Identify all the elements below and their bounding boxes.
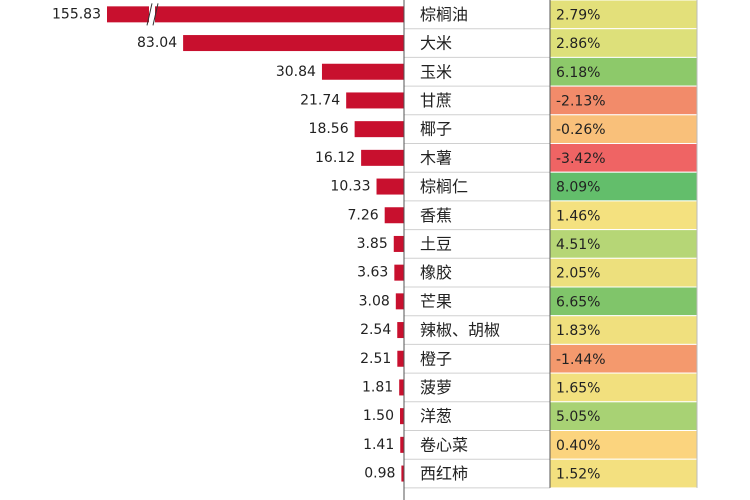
change-label: -2.13% bbox=[556, 93, 606, 109]
value-label: 18.56 bbox=[309, 121, 349, 137]
change-cell bbox=[549, 343, 698, 374]
change-label: 5.05% bbox=[556, 409, 600, 425]
value-label: 83.04 bbox=[137, 35, 177, 51]
change-label: 6.65% bbox=[556, 294, 600, 310]
value-label: 2.54 bbox=[360, 322, 391, 338]
bar bbox=[400, 408, 404, 425]
category-label: 大米 bbox=[420, 34, 452, 53]
axis-break bbox=[152, 3, 159, 26]
value-label: 3.08 bbox=[359, 293, 390, 309]
value-label: 30.84 bbox=[276, 64, 316, 80]
value-label: 1.81 bbox=[362, 379, 393, 395]
bar bbox=[393, 235, 404, 252]
value-label: 2.51 bbox=[360, 351, 391, 367]
value-label: 21.74 bbox=[300, 92, 340, 108]
category-label: 菠萝 bbox=[420, 378, 452, 397]
category-label: 玉米 bbox=[420, 62, 452, 81]
category-label: 土豆 bbox=[420, 234, 452, 253]
category-label: 棕榈油 bbox=[420, 5, 468, 24]
change-cell bbox=[549, 257, 698, 288]
category-label: 橡胶 bbox=[420, 263, 452, 282]
bar bbox=[394, 264, 404, 281]
change-label: 6.18% bbox=[556, 65, 600, 81]
category-label: 橙子 bbox=[420, 349, 452, 368]
bar bbox=[397, 350, 404, 367]
change-label: -0.26% bbox=[556, 122, 606, 138]
bar bbox=[183, 35, 404, 52]
bar bbox=[361, 149, 404, 166]
change-cell bbox=[549, 372, 698, 403]
value-label: 16.12 bbox=[315, 150, 355, 166]
category-label: 洋葱 bbox=[420, 407, 452, 426]
axis-break bbox=[146, 3, 153, 26]
change-label: 2.05% bbox=[556, 266, 600, 282]
category-label: 棕榈仁 bbox=[420, 177, 468, 196]
value-label: 10.33 bbox=[330, 179, 370, 195]
bar bbox=[400, 436, 404, 453]
category-label: 甘蔗 bbox=[420, 91, 452, 110]
value-label: 3.85 bbox=[357, 236, 388, 252]
change-label: 2.79% bbox=[556, 7, 600, 23]
axis-break-gap bbox=[149, 4, 155, 25]
value-label: 155.83 bbox=[52, 6, 101, 22]
bar bbox=[107, 6, 404, 23]
change-cell bbox=[549, 114, 698, 145]
bar bbox=[401, 465, 404, 482]
bar bbox=[346, 92, 404, 109]
change-cell bbox=[549, 430, 698, 460]
category-label: 卷心菜 bbox=[420, 435, 468, 454]
bar bbox=[397, 322, 404, 339]
change-label: 1.46% bbox=[556, 208, 600, 224]
bar bbox=[376, 178, 404, 195]
change-label: -3.42% bbox=[556, 151, 606, 167]
change-label: 1.83% bbox=[556, 323, 600, 339]
category-label: 木薯 bbox=[420, 148, 452, 167]
change-label: 1.65% bbox=[556, 380, 600, 396]
change-label: 0.40% bbox=[556, 438, 600, 454]
category-label: 西红柿 bbox=[420, 464, 468, 483]
value-label: 3.63 bbox=[357, 265, 388, 281]
value-label: 1.41 bbox=[363, 437, 394, 453]
category-label: 香蕉 bbox=[420, 206, 452, 225]
bar bbox=[321, 63, 404, 80]
change-label: -1.44% bbox=[556, 352, 606, 368]
change-label: 4.51% bbox=[556, 237, 600, 253]
bar bbox=[354, 121, 404, 138]
change-cell bbox=[549, 458, 698, 489]
change-label: 8.09% bbox=[556, 180, 600, 196]
category-label: 椰子 bbox=[420, 120, 452, 139]
bar bbox=[384, 207, 404, 224]
value-label: 0.98 bbox=[364, 466, 395, 482]
change-cell bbox=[549, 315, 698, 345]
change-label: 1.52% bbox=[556, 467, 600, 483]
value-label: 1.50 bbox=[363, 408, 394, 424]
change-label: 2.86% bbox=[556, 36, 600, 52]
change-cell bbox=[549, 401, 698, 431]
value-label: 7.26 bbox=[348, 207, 379, 223]
category-label: 芒果 bbox=[420, 292, 452, 311]
bar bbox=[399, 379, 404, 396]
category-label: 辣椒、胡椒 bbox=[420, 321, 500, 340]
bar bbox=[395, 293, 404, 310]
